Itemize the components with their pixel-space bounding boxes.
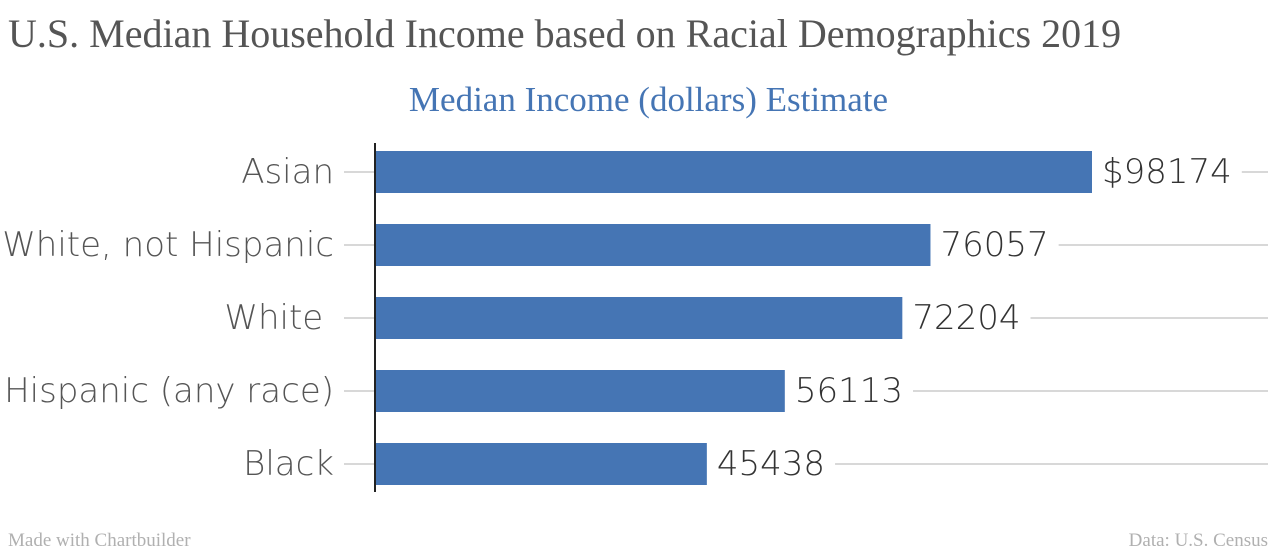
category-label: Hispanic (any race) xyxy=(4,371,334,411)
bar-value-label: $98174 xyxy=(1102,152,1232,192)
bar-value-label: 56113 xyxy=(795,371,903,411)
bar xyxy=(375,297,903,339)
bar-value-label: 76057 xyxy=(940,225,1048,265)
category-label: Black xyxy=(243,444,334,484)
bar-value-label: 72204 xyxy=(912,298,1020,338)
labels: $98174 Asian 76057 White, not Hispanic 72204… xyxy=(2,152,1232,484)
chart-title: Median Income (dollars) Estimate xyxy=(408,80,889,119)
footer-credit: Made with Chartbuilder xyxy=(8,530,191,551)
bars xyxy=(375,151,1092,485)
bar-value-label: 45438 xyxy=(717,444,825,484)
category-label: White, not Hispanic xyxy=(2,225,334,265)
bar xyxy=(375,370,785,412)
category-label: Asian xyxy=(241,152,334,192)
bar xyxy=(375,151,1092,193)
category-label: White xyxy=(224,298,334,338)
footer-source: Data: U.S. Census xyxy=(1128,530,1268,551)
grid-lines xyxy=(344,171,1268,465)
bar xyxy=(375,224,931,266)
bar xyxy=(375,443,707,485)
page-title: U.S. Median Household Income based on Ra… xyxy=(8,11,1122,56)
